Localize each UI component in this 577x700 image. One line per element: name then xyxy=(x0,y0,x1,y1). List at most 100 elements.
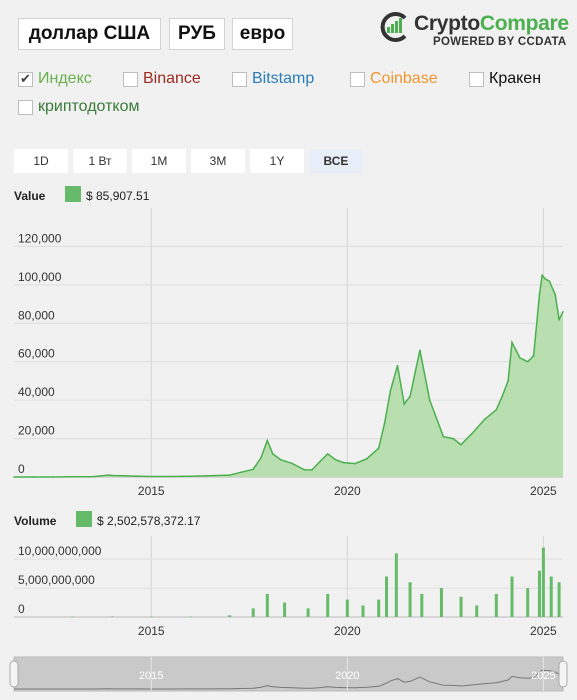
price-data-point xyxy=(150,475,153,478)
checkbox-icon[interactable] xyxy=(469,72,484,87)
price-area xyxy=(14,275,563,477)
price-data-point xyxy=(389,389,392,392)
volume-y-tick-label: 5,000,000,000 xyxy=(18,573,95,587)
volume-chart: 2015 2020 2025 0 5,000,000,000 10,000,000,000 xyxy=(14,536,563,638)
volume-series-label: Volume xyxy=(14,514,57,528)
navigator-left-handle[interactable] xyxy=(9,660,19,688)
price-data-point xyxy=(544,278,547,280)
price-data-point xyxy=(507,380,509,382)
price-data-point xyxy=(134,475,137,477)
price-data-point xyxy=(266,439,269,442)
volume-y-tick-label: 0 xyxy=(18,602,25,616)
volume-bar xyxy=(149,616,153,618)
checkbox-icon[interactable] xyxy=(123,72,138,87)
exchange-label-coinbase: Coinbase xyxy=(370,70,438,87)
volume-bar xyxy=(377,599,381,617)
price-y-tick-label: 80,000 xyxy=(18,308,55,322)
price-data-point xyxy=(562,310,564,313)
exchange-toggle-cryptocom[interactable]: криптодотком xyxy=(18,98,178,118)
price-line xyxy=(14,273,564,478)
navigator-tick-label: 2015 xyxy=(139,670,163,682)
range-button-1w[interactable]: 1 Вт xyxy=(73,149,127,173)
price-x-tick-label: 2025 xyxy=(530,484,557,498)
exchange-label-kraken: Кракен xyxy=(489,70,542,87)
price-data-point xyxy=(452,437,455,440)
volume-bar xyxy=(494,593,498,617)
exchange-toggle-index[interactable]: Индекс xyxy=(18,70,118,90)
price-data-point xyxy=(383,422,386,424)
price-data-point xyxy=(541,274,544,277)
price-data-point xyxy=(354,462,356,465)
price-y-tick-label: 20,000 xyxy=(18,424,55,438)
currency-button-eur[interactable]: евро xyxy=(232,18,293,50)
price-data-point xyxy=(279,458,282,461)
checkbox-icon[interactable] xyxy=(232,72,247,87)
volume-series-value: $ 2,502,578,372.17 xyxy=(97,514,201,528)
navigator-right-handle[interactable] xyxy=(558,660,568,688)
navigator-tick-label: 2025 xyxy=(531,670,555,682)
volume-x-tick-label: 2015 xyxy=(138,624,165,638)
volume-bar xyxy=(265,593,269,617)
volume-bar xyxy=(306,608,310,617)
price-data-point xyxy=(526,360,529,363)
price-data-point xyxy=(334,458,337,461)
navigator[interactable]: 2015 2020 2025 xyxy=(0,655,577,695)
price-data-point xyxy=(311,469,313,471)
volume-bar xyxy=(475,605,479,617)
price-data-point xyxy=(460,443,462,446)
checkbox-icon[interactable] xyxy=(18,100,33,115)
range-button-3m[interactable]: 3М xyxy=(191,149,245,173)
volume-bar xyxy=(420,593,424,617)
price-data-point xyxy=(13,476,15,478)
checkbox-icon[interactable] xyxy=(350,72,365,87)
volume-bar xyxy=(541,547,545,617)
volume-bar xyxy=(251,608,255,617)
price-data-point xyxy=(558,318,560,321)
logo-wordmark: CryptoCompare xyxy=(414,12,569,36)
price-data-point xyxy=(319,460,321,463)
volume-bar xyxy=(283,602,287,617)
exchange-toggle-coinbase[interactable]: Coinbase xyxy=(350,70,450,90)
volume-bar xyxy=(385,576,389,617)
volume-bar xyxy=(459,596,463,617)
exchange-toggle-binance[interactable]: Binance xyxy=(123,70,223,90)
range-button-1y[interactable]: 1Y xyxy=(250,149,304,173)
price-y-tick-label: 0 xyxy=(18,462,25,476)
price-y-tick-label: 40,000 xyxy=(18,385,55,399)
exchange-toggle-bitstamp[interactable]: Bitstamp xyxy=(232,70,332,90)
exchange-label-bitstamp: Bitstamp xyxy=(252,70,315,87)
range-button-all[interactable]: ВСЕ xyxy=(309,149,363,173)
price-data-point xyxy=(189,475,192,477)
volume-legend-swatch xyxy=(76,511,92,527)
volume-bar xyxy=(110,616,114,617)
price-data-point xyxy=(342,461,345,464)
price-data-point xyxy=(366,457,368,460)
logo-subtitle: POWERED BY CCDATA xyxy=(433,36,567,48)
price-data-point xyxy=(72,476,74,478)
range-button-1d[interactable]: 1D xyxy=(14,149,68,173)
price-data-point xyxy=(111,474,113,477)
price-data-point xyxy=(442,435,445,438)
range-button-1m[interactable]: 1М xyxy=(132,149,186,173)
cryptocompare-logo: CryptoCompare POWERED BY CCDATA xyxy=(378,10,569,54)
volume-bar xyxy=(408,582,412,617)
volume-x-tick-label: 2020 xyxy=(334,624,361,638)
checkbox-checked-icon[interactable] xyxy=(18,71,33,87)
volume-bar xyxy=(526,588,530,617)
price-legend-swatch xyxy=(65,186,81,202)
volume-bar xyxy=(326,593,330,617)
price-data-point xyxy=(107,474,109,476)
price-data-point xyxy=(272,453,274,455)
price-data-point xyxy=(52,476,55,478)
currency-button-rub[interactable]: РУБ xyxy=(169,18,225,50)
price-data-point xyxy=(483,418,486,421)
navigator-line xyxy=(14,669,564,690)
price-data-point xyxy=(532,355,535,357)
currency-button-usd[interactable]: доллар США xyxy=(18,18,161,50)
price-data-point xyxy=(240,471,243,473)
exchange-toggle-kraken[interactable]: Кракен xyxy=(469,70,569,90)
exchange-label-binance: Binance xyxy=(143,70,201,87)
price-data-point xyxy=(170,475,172,478)
logo-part1: Crypto xyxy=(414,12,480,35)
price-chart: 2015 2020 2025 0 20,000 40,000 60,000 80,000 100… xyxy=(13,208,564,498)
